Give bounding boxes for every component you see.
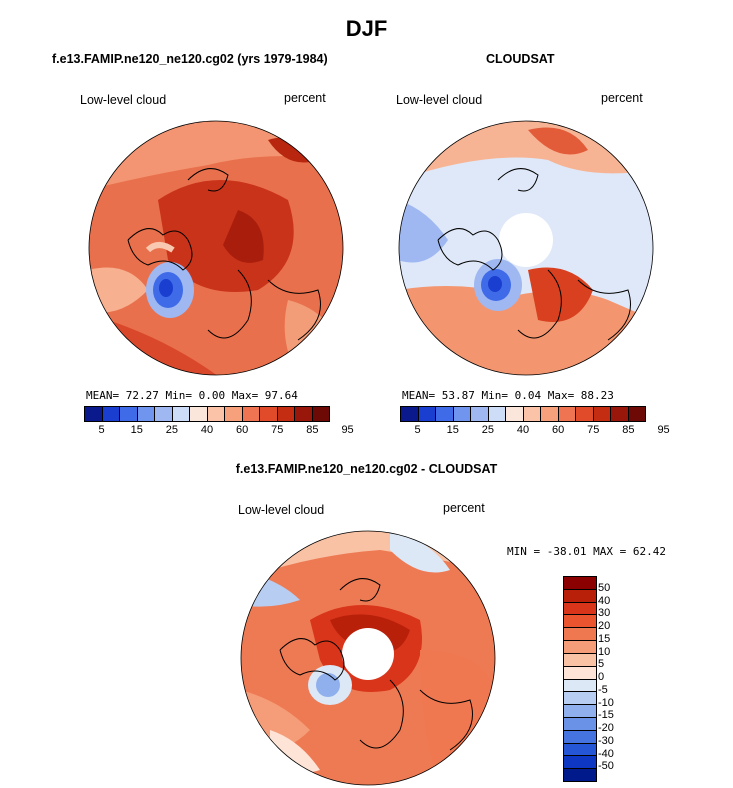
model-colorbar-tick-label: 40 xyxy=(200,424,214,436)
diff-colorbar-swatch xyxy=(564,756,596,770)
diff-colorbar-tick-label: -30 xyxy=(598,734,614,747)
diff-colorbar-tick-label: -10 xyxy=(598,696,614,709)
diff-colorbar-swatch xyxy=(564,666,596,680)
diff-panel-title: f.e13.FAMIP.ne120_ne120.cg02 - CLOUDSAT xyxy=(235,462,498,476)
diff-colorbar-tick-label: -40 xyxy=(598,747,614,760)
model-colorbar-swatch xyxy=(172,407,190,421)
diff-colorbar-tick-label: 10 xyxy=(598,645,611,658)
obs-colorbar-tick-label: 85 xyxy=(622,424,635,436)
obs-units-label: percent xyxy=(601,91,643,105)
model-stats: MEAN= 72.27 Min= 0.00 Max= 97.64 xyxy=(86,389,298,402)
diff-colorbar-swatch xyxy=(564,615,596,629)
main-title: DJF xyxy=(345,16,388,41)
obs-colorbar-tick-label: 25 xyxy=(481,424,494,436)
diff-colorbar-tick-label: 0 xyxy=(598,671,605,683)
diff-colorbar-tick-label: 40 xyxy=(598,594,611,607)
model-field-label: Low-level cloud xyxy=(80,93,167,107)
diff-field-label: Low-level cloud xyxy=(238,503,325,517)
obs-colorbar-swatch xyxy=(471,407,489,421)
obs-colorbar-swatch xyxy=(436,407,454,421)
model-colorbar-tick-label: 15 xyxy=(130,424,143,436)
model-colorbar-tick-label: 5 xyxy=(98,424,105,436)
obs-colorbar-swatch xyxy=(593,407,611,421)
diff-colorbar-swatch xyxy=(564,692,596,706)
diff-colorbar-tick-label: -5 xyxy=(598,683,608,696)
obs-colorbar-tick-label: 75 xyxy=(587,424,600,436)
model-colorbar-swatch xyxy=(85,407,103,421)
diff-colorbar-tick-label: 50 xyxy=(598,581,611,594)
diff-colorbar-tick-label: 20 xyxy=(598,620,611,632)
diff-colorbar-swatch xyxy=(564,602,596,616)
obs-stats: MEAN= 53.87 Min= 0.04 Max= 88.23 xyxy=(402,389,614,402)
obs-colorbar-tick-label: 95 xyxy=(657,424,670,436)
diff-colorbar-swatch xyxy=(564,717,596,731)
diff-polar-map xyxy=(240,530,496,786)
diff-colorbar xyxy=(563,576,597,782)
model-colorbar-tick-label: 85 xyxy=(306,424,319,436)
model-colorbar-swatch xyxy=(295,407,313,421)
model-colorbar-ticks: 5 15 25 40 60 75 85 95 xyxy=(84,424,354,438)
obs-colorbar-tick-label: 5 xyxy=(414,424,421,436)
model-colorbar-tick-label: 25 xyxy=(165,424,178,436)
obs-polar-map xyxy=(398,120,654,376)
obs-colorbar xyxy=(400,406,646,422)
obs-colorbar-swatch xyxy=(523,407,541,421)
obs-colorbar-ticks: 5 15 25 40 60 75 85 95 xyxy=(400,424,670,438)
obs-field-label: Low-level cloud xyxy=(396,93,483,107)
model-panel-title: f.e13.FAMIP.ne120_ne120.cg02 (yrs 1979-1… xyxy=(52,52,328,66)
obs-colorbar-swatch xyxy=(576,407,594,421)
diff-colorbar-swatch xyxy=(564,577,596,590)
diff-colorbar-swatch xyxy=(564,730,596,744)
diff-units-label: percent xyxy=(443,501,485,515)
diff-colorbar-tick-label: -20 xyxy=(598,722,614,734)
obs-colorbar-swatch xyxy=(488,407,506,421)
obs-colorbar-swatch xyxy=(401,407,419,421)
diff-colorbar-swatch xyxy=(564,589,596,603)
model-colorbar xyxy=(84,406,330,422)
diff-colorbar-swatch xyxy=(564,743,596,757)
model-colorbar-swatch xyxy=(137,407,155,421)
obs-colorbar-swatch xyxy=(453,407,471,421)
obs-colorbar-swatch xyxy=(611,407,629,421)
model-colorbar-swatch xyxy=(260,407,278,421)
diff-colorbar-tick-label: 5 xyxy=(598,658,605,671)
obs-colorbar-swatch xyxy=(628,407,645,421)
diff-stats: MIN = -38.01 MAX = 62.42 xyxy=(507,545,666,558)
model-colorbar-tick-label: 75 xyxy=(271,424,284,436)
model-colorbar-tick-label: 60 xyxy=(236,424,249,436)
diff-colorbar-ticks: 50 40 30 20 15 10 5 0 -5 -10 -15 -20 -30 -40 -50 xyxy=(598,576,638,780)
obs-colorbar-tick-label: 60 xyxy=(552,424,565,436)
obs-colorbar-swatch xyxy=(418,407,436,421)
obs-colorbar-swatch xyxy=(506,407,524,421)
obs-colorbar-swatch xyxy=(541,407,559,421)
model-units-label: percent xyxy=(284,91,326,105)
diff-colorbar-swatch xyxy=(564,628,596,642)
obs-colorbar-tick-label: 15 xyxy=(446,424,459,436)
model-colorbar-swatch xyxy=(120,407,138,421)
diff-colorbar-swatch xyxy=(564,705,596,718)
diff-colorbar-tick-label: 30 xyxy=(598,607,611,620)
obs-colorbar-tick-label: 40 xyxy=(516,424,530,436)
model-colorbar-swatch xyxy=(155,407,173,421)
obs-colorbar-swatch xyxy=(558,407,576,421)
diff-colorbar-swatch xyxy=(564,769,596,781)
model-colorbar-swatch xyxy=(190,407,208,421)
model-polar-map xyxy=(88,120,344,376)
model-colorbar-swatch xyxy=(225,407,243,421)
model-colorbar-swatch xyxy=(312,407,329,421)
diff-colorbar-swatch xyxy=(564,653,596,667)
model-colorbar-swatch xyxy=(102,407,120,421)
model-colorbar-tick-label: 95 xyxy=(341,424,354,436)
model-colorbar-swatch xyxy=(277,407,295,421)
model-colorbar-swatch xyxy=(207,407,225,421)
model-colorbar-swatch xyxy=(242,407,260,421)
diff-colorbar-swatch xyxy=(564,679,596,693)
diff-colorbar-tick-label: -50 xyxy=(598,760,614,773)
diff-colorbar-swatch xyxy=(564,641,596,654)
obs-panel-title: CLOUDSAT xyxy=(486,52,555,66)
diff-colorbar-tick-label: 15 xyxy=(598,632,611,645)
diff-colorbar-tick-label: -15 xyxy=(598,709,614,722)
